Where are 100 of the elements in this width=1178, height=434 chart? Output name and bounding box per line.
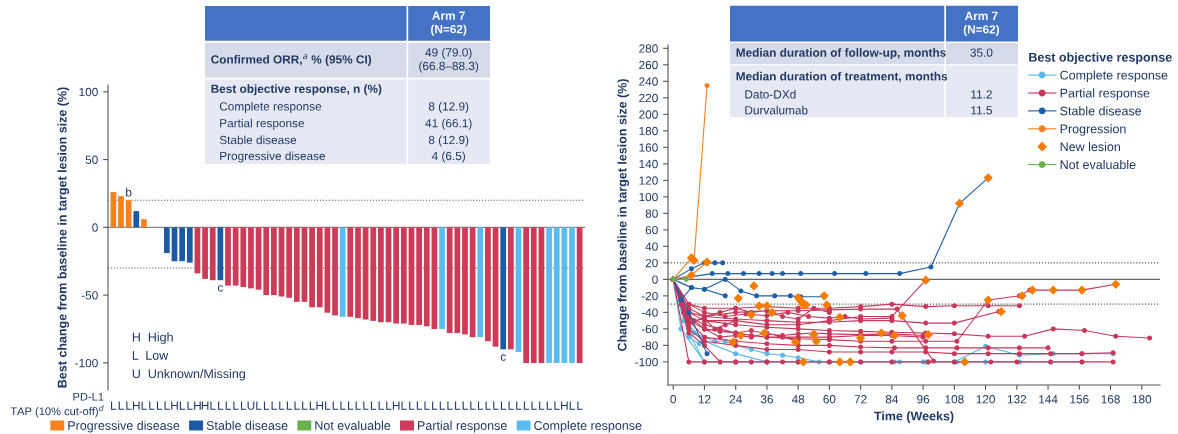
x-tick-label: L	[279, 401, 285, 410]
data-label: c	[217, 285, 224, 292]
x-tick-label: L	[409, 401, 415, 410]
x-tick-label: L	[126, 401, 132, 410]
x-tick-label: L	[577, 401, 583, 410]
x-tick-label: L	[309, 401, 315, 410]
x-tick-label: 108	[945, 395, 964, 404]
x-tick-label: L	[256, 401, 262, 410]
x-tick-label: L	[271, 401, 277, 410]
y-tick-label: 120	[639, 176, 658, 185]
annotation: Dato-DXd	[745, 89, 796, 99]
x-tick-label: L	[302, 401, 308, 410]
x-tick-label: 48	[791, 395, 805, 404]
x-tick-label: L	[156, 401, 163, 410]
y-tick-label: -80	[641, 341, 658, 350]
y-tick-label: -60	[641, 324, 658, 334]
annotation: 8 (12.9)	[428, 101, 469, 113]
x-tick-label: L	[508, 401, 514, 410]
annotation: Median duration of treatment, months	[736, 71, 948, 83]
y-tick-label: -40	[641, 308, 658, 317]
x-tick-label: L	[554, 401, 560, 410]
annotation: L Low	[132, 351, 169, 360]
y-tick-label: 200	[639, 110, 658, 119]
x-tick-label: 12	[698, 395, 711, 404]
x-tick-label: L	[233, 401, 239, 410]
legend-label: Complete response	[1060, 70, 1168, 83]
y-tick-label: 60	[645, 225, 658, 235]
x-tick-label: L	[500, 401, 507, 410]
x-tick-label: U	[247, 401, 255, 410]
x-tick-label: H	[132, 401, 140, 410]
legend-label: Not evaluable	[315, 420, 391, 430]
y-tick-label: 100	[639, 192, 658, 202]
x-tick-label: L	[569, 401, 575, 410]
x-tick-label: 0	[670, 395, 677, 404]
y-tick-label: -50	[81, 291, 98, 300]
y-tick-label: 240	[639, 77, 658, 86]
x-tick-label: L	[424, 401, 430, 410]
x-tick-label: L	[363, 401, 369, 410]
x-tick-label: L	[332, 401, 338, 410]
x-tick-label: L	[439, 401, 445, 410]
x-tick-label: L	[240, 401, 247, 410]
y-tick-label: 140	[639, 159, 658, 169]
annotation: Partial response	[220, 118, 305, 130]
x-tick-label: L	[118, 401, 124, 410]
x-tick-label: 120	[976, 395, 995, 404]
x-tick-label: L	[470, 401, 476, 410]
x-tick-label: 144	[1039, 395, 1058, 404]
x-tick-label: 132	[1007, 395, 1027, 404]
y-tick-label: -20	[641, 291, 658, 301]
x-tick-label: 60	[823, 395, 836, 404]
y-tick-label: 180	[639, 126, 658, 136]
annotation: Durvalumab	[745, 105, 808, 115]
x-axis-title: Time (Weeks)	[874, 411, 954, 423]
legend-label: Complete response	[534, 420, 642, 433]
legend-label: Stable disease	[1060, 106, 1142, 116]
text: 49 (79.0) (66.8–88.3)	[419, 47, 479, 73]
x-tick-label: L	[187, 401, 193, 410]
x-tick-label: L	[218, 401, 224, 410]
text: Confirmed ORR,$^{a}$ % (95% CI)	[211, 54, 372, 66]
text: Arm 7 (N=62)	[963, 11, 1000, 36]
x-tick-label: L	[401, 401, 407, 410]
y-tick-label: 0	[92, 223, 98, 232]
y-tick-label: 280	[639, 44, 658, 53]
legend-label: Progression	[1060, 124, 1126, 136]
x-tick-label: L	[416, 401, 423, 410]
x-tick-label: H	[171, 401, 178, 410]
x-tick-label: L	[546, 401, 552, 410]
x-tick-label: L	[325, 401, 331, 410]
text: PD-L1 TAP (10% cut-off)$^{d}$	[10, 392, 104, 418]
annotation: Stable disease	[219, 135, 297, 145]
x-tick-label: L	[179, 401, 186, 410]
annotation: 4 (6.5)	[431, 151, 465, 163]
data-label: c	[500, 354, 506, 361]
annotation: 41 (66.1)	[425, 118, 472, 130]
data-label: b	[126, 187, 132, 197]
x-tick-label: 180	[1132, 395, 1152, 404]
legend-label: Stable disease	[206, 420, 288, 430]
x-tick-label: L	[225, 401, 231, 410]
x-tick-label: L	[263, 401, 270, 410]
y-tick-label: 220	[639, 93, 658, 103]
x-tick-label: 96	[917, 395, 930, 404]
x-tick-label: 36	[760, 395, 773, 404]
x-tick-label: L	[531, 401, 537, 410]
x-tick-label: L	[286, 401, 293, 410]
y-tick-label: 0	[652, 275, 658, 284]
x-tick-label: L	[164, 401, 170, 410]
x-tick-label: 72	[854, 395, 867, 404]
x-tick-label: 24	[729, 395, 742, 404]
legend-label: Partial response	[1060, 88, 1150, 100]
legend-label: Progressive disease	[68, 420, 180, 433]
y-tick-label: 260	[639, 60, 658, 70]
x-tick-label: L	[378, 401, 384, 410]
x-tick-label: H	[194, 401, 201, 410]
x-tick-label: L	[386, 401, 392, 410]
x-tick-label: L	[210, 401, 216, 410]
x-tick-label: L	[477, 401, 484, 410]
annotation: U Unknown/Missing	[132, 368, 245, 381]
x-tick-label: L	[455, 401, 461, 410]
y-tick-label: 50	[85, 155, 98, 164]
y-tick-label: -100	[635, 357, 658, 367]
